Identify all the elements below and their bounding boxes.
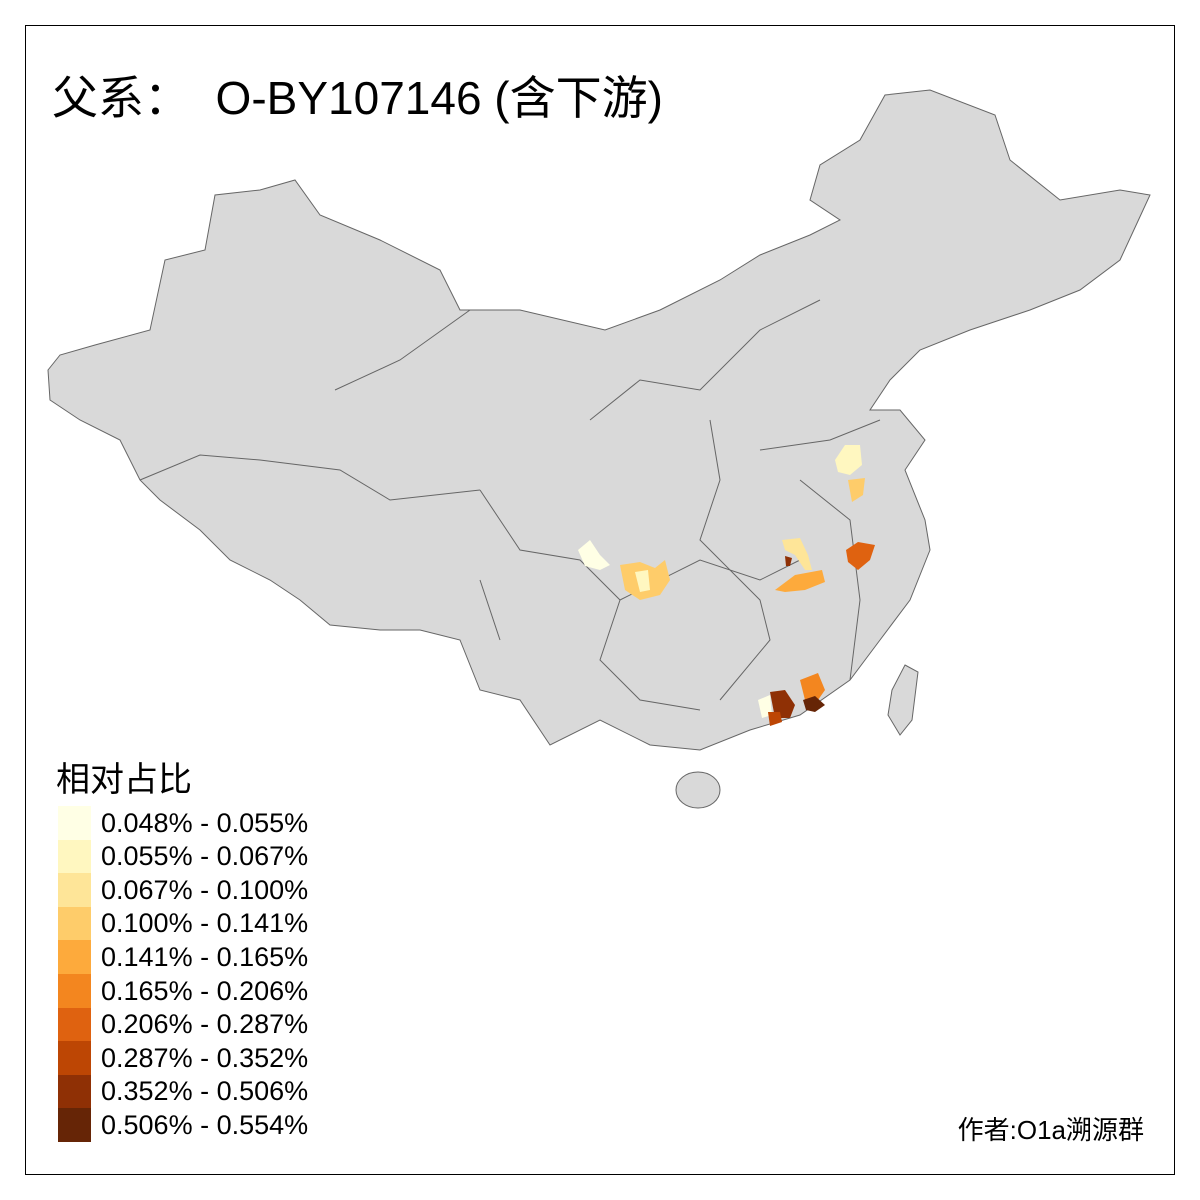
legend-label: 0.352% - 0.506% [101,1076,309,1107]
legend-swatch [58,839,91,874]
legend-label: 0.506% - 0.554% [101,1109,309,1140]
legend-label: 0.287% - 0.352% [101,1042,309,1073]
legend-item: 0.048% - 0.055% [58,806,308,840]
region-shape [635,570,650,592]
legend-label: 0.165% - 0.206% [101,975,309,1006]
region-shape [770,690,795,718]
legend-label: 0.100% - 0.141% [101,908,309,939]
legend-item: 0.067% - 0.100% [58,873,309,908]
legend-item: 0.206% - 0.287% [58,1007,309,1042]
legend-swatch [58,940,91,975]
legend-swatch [58,1007,91,1042]
legend-item: 0.506% - 0.554% [58,1108,309,1143]
legend-item: 0.165% - 0.206% [58,974,308,1008]
author-credit: 作者:O1a溯源群 [957,1115,1144,1145]
colored-regions [578,445,875,726]
legend-item: 0.141% - 0.165% [58,940,309,975]
china-mainland [47,89,1151,751]
legend-label: 0.048% - 0.055% [101,807,309,838]
legend-title: 相对占比 [56,761,192,799]
legend-swatch [58,1041,91,1076]
legend-swatch [58,974,91,1008]
region-shape [846,542,875,570]
legend-item: 0.100% - 0.141% [58,906,309,941]
legend-label: 0.141% - 0.165% [101,941,309,972]
legend-label: 0.067% - 0.100% [101,874,309,905]
legend-label: 0.206% - 0.287% [101,1009,309,1040]
figure-frame [25,25,1175,1175]
legend-item: 0.287% - 0.352% [58,1041,309,1076]
region-shape [578,540,610,570]
legend-swatch [58,806,91,840]
legend-item: 0.352% - 0.506% [58,1074,309,1109]
legend-swatch [58,873,91,908]
region-shape [835,445,862,475]
region-shape [768,712,782,726]
legend-swatch [58,1108,91,1143]
legend-swatch [58,906,91,941]
region-shape [800,673,825,700]
region-shape [803,696,825,712]
region-shape [775,570,825,592]
region-shape [848,478,865,502]
page-title: 父系： O-BY107146 (含下游) [52,72,663,124]
taiwan [887,664,919,736]
legend-label: 0.055% - 0.067% [101,841,309,872]
province-borders [139,299,881,711]
legend-item: 0.055% - 0.067% [58,839,309,874]
region-shape [785,556,792,566]
region-shape [782,538,812,570]
hainan [675,771,721,809]
legend-swatch [58,1074,91,1109]
